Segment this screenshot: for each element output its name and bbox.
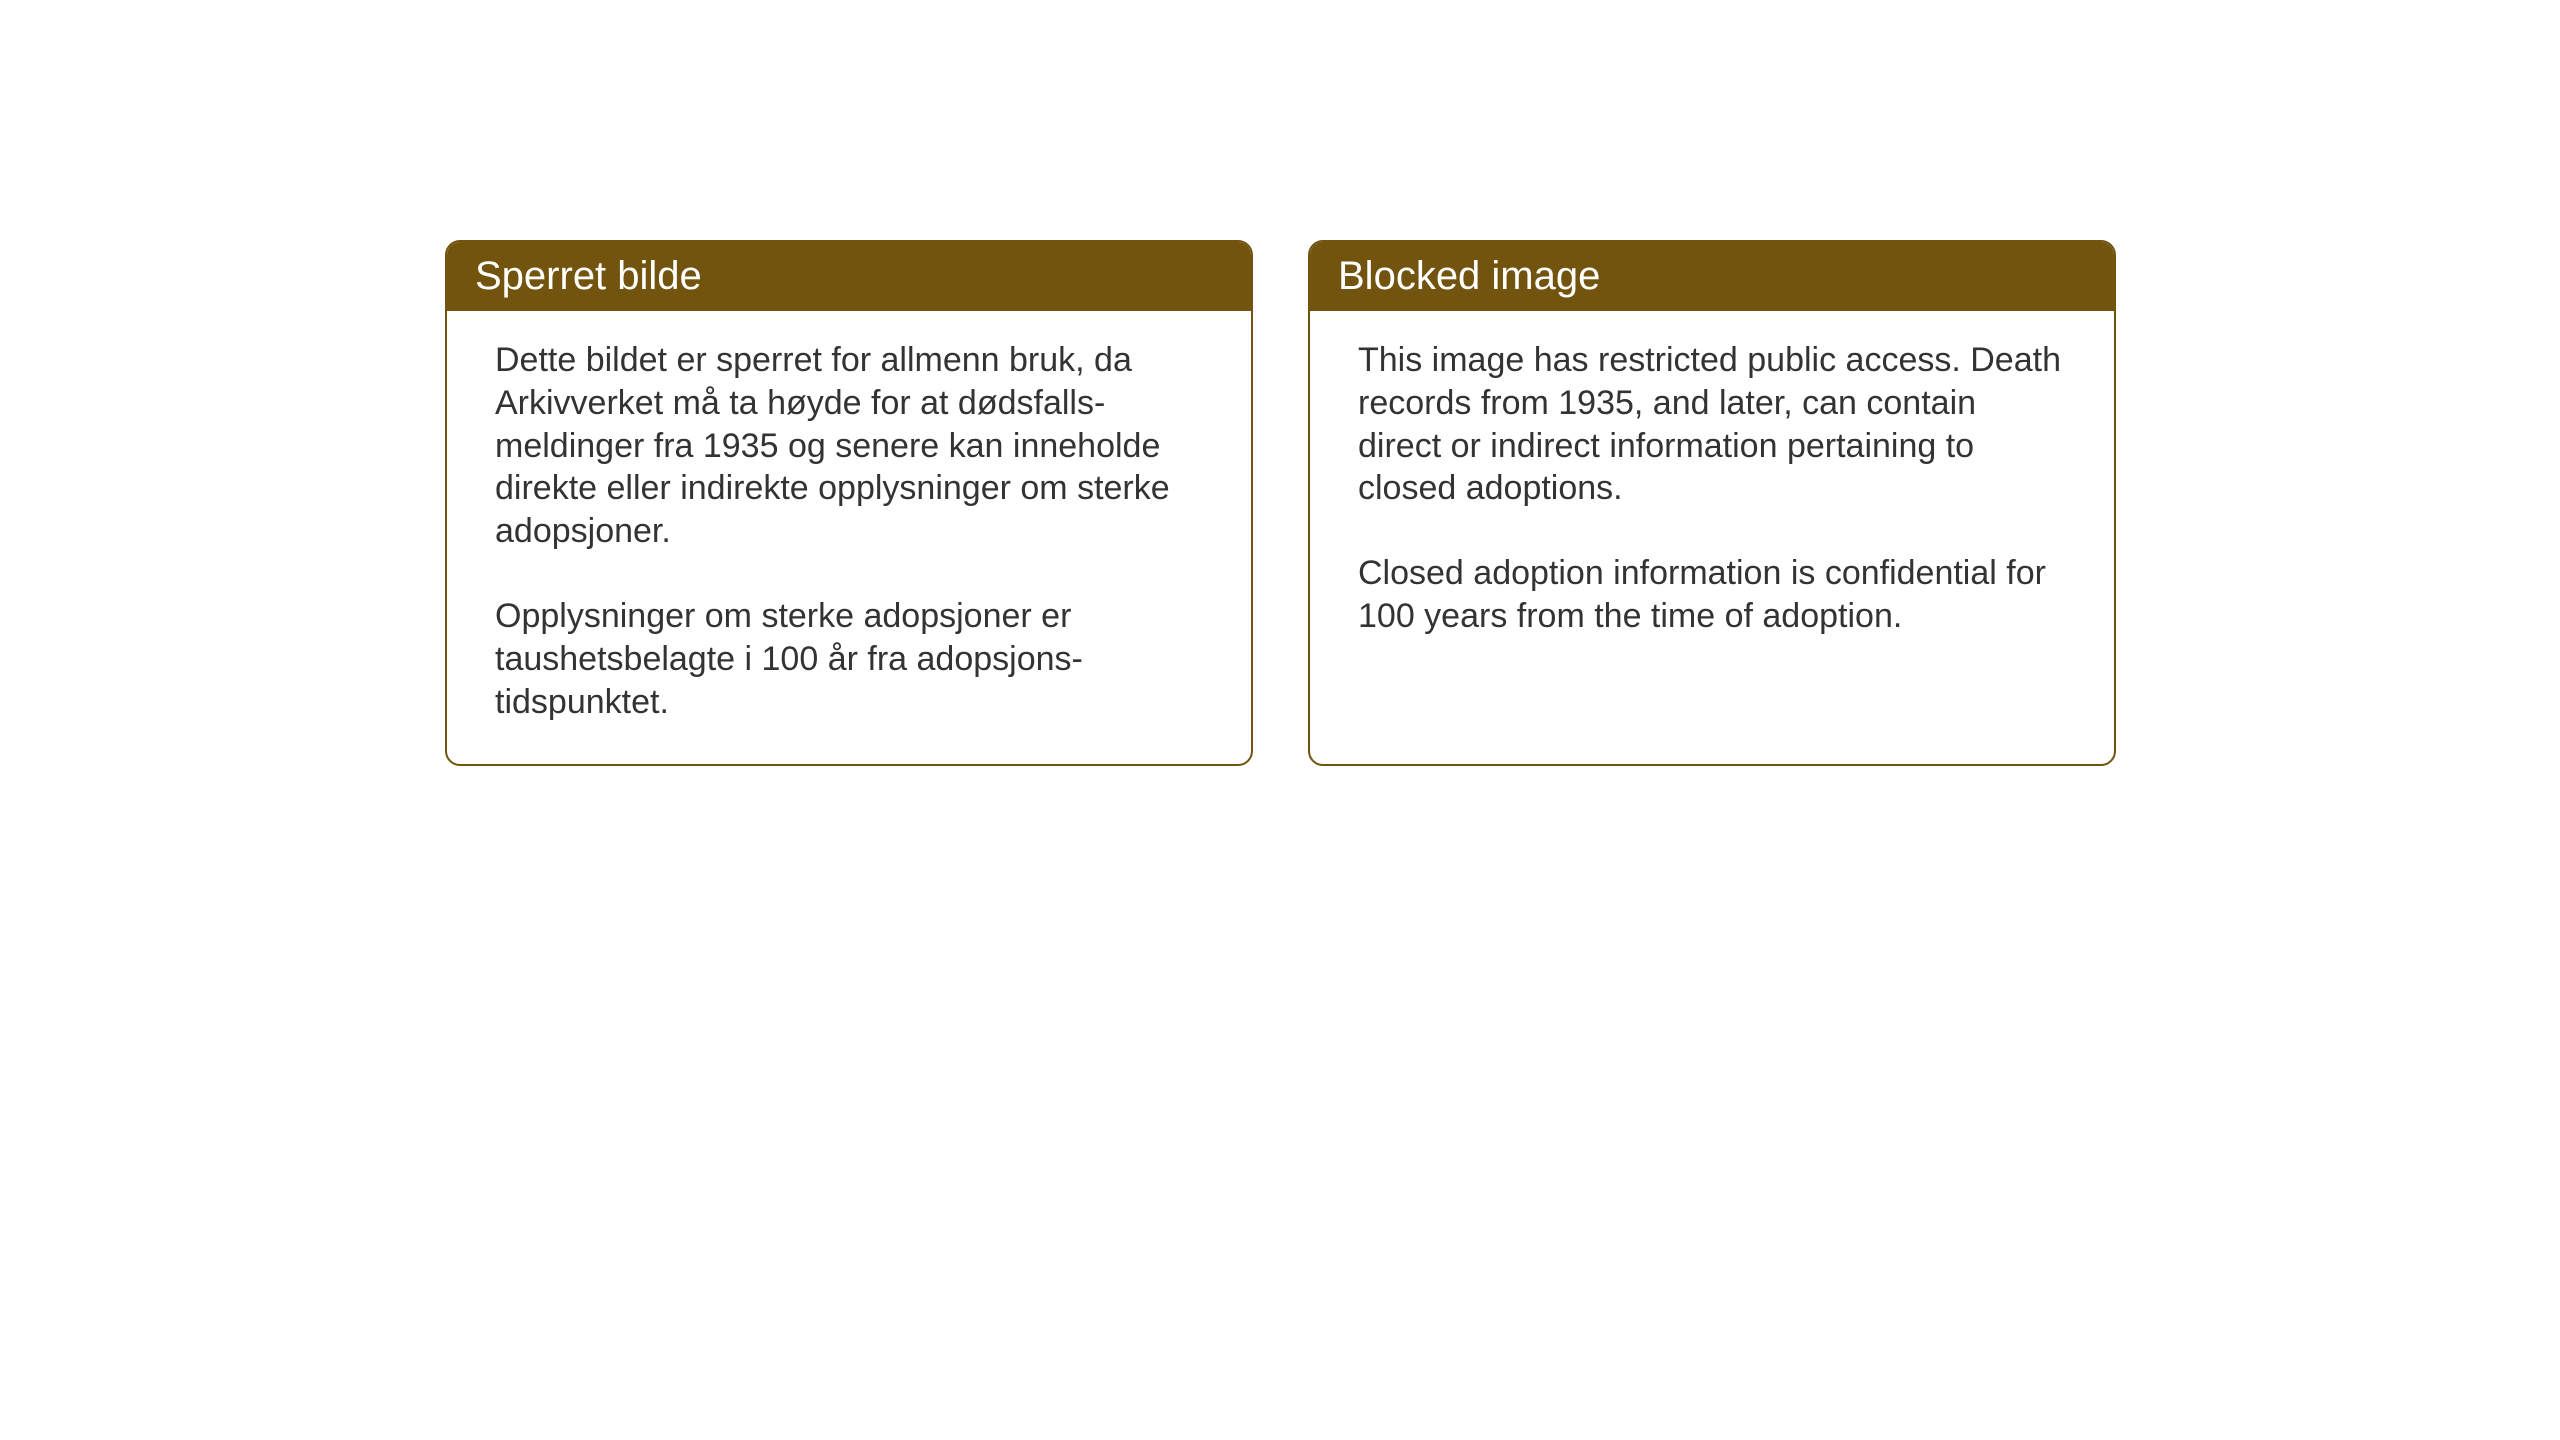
card-paragraph1-english: This image has restricted public access.… [1358, 339, 2066, 510]
card-title-english: Blocked image [1338, 254, 1600, 298]
card-paragraph2-english: Closed adoption information is confident… [1358, 552, 2066, 638]
notice-card-english: Blocked image This image has restricted … [1308, 240, 2116, 766]
card-header-norwegian: Sperret bilde [447, 242, 1251, 311]
card-header-english: Blocked image [1310, 242, 2114, 311]
card-body-english: This image has restricted public access.… [1310, 311, 2114, 678]
card-paragraph2-norwegian: Opplysninger om sterke adopsjoner er tau… [495, 595, 1203, 723]
card-title-norwegian: Sperret bilde [475, 254, 702, 298]
notice-card-norwegian: Sperret bilde Dette bildet er sperret fo… [445, 240, 1253, 766]
notice-container: Sperret bilde Dette bildet er sperret fo… [445, 240, 2116, 766]
card-body-norwegian: Dette bildet er sperret for allmenn bruk… [447, 311, 1251, 764]
card-paragraph1-norwegian: Dette bildet er sperret for allmenn bruk… [495, 339, 1203, 553]
